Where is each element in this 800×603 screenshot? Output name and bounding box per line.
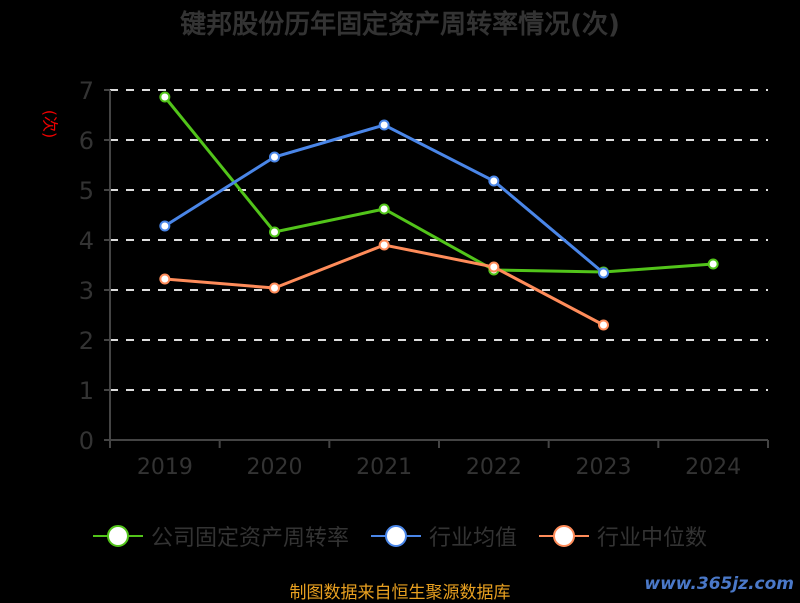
series-line	[164, 243, 605, 327]
legend-item[interactable]: 行业均值	[370, 520, 517, 552]
data-point	[159, 220, 171, 232]
watermark: www.365jz.com	[644, 574, 794, 594]
x-tick-label: 2022	[466, 455, 522, 480]
y-tick-label: 7	[79, 77, 94, 105]
y-tick-label: 5	[79, 177, 94, 205]
data-point	[159, 273, 171, 285]
y-tick-label: 2	[79, 327, 94, 355]
series-line	[163, 96, 714, 274]
legend-item[interactable]: 行业中位数	[539, 520, 707, 552]
legend: 公司固定资产周转率 行业均值 行业中位数	[0, 520, 800, 552]
legend-label: 公司固定资产周转率	[150, 526, 349, 551]
legend-marker-icon	[539, 525, 589, 547]
legend-item[interactable]: 公司固定资产周转率	[92, 520, 349, 552]
series-line	[164, 123, 605, 275]
data-point	[378, 119, 390, 131]
data-point	[707, 258, 719, 270]
data-point	[598, 319, 609, 331]
chart-title: 键邦股份历年固定资产周转率情况(次)	[180, 10, 620, 40]
data-point	[488, 261, 500, 273]
x-tick-label: 2023	[576, 455, 632, 480]
source-note: 制图数据来自恒生聚源数据库	[289, 583, 511, 603]
x-tick-label: 2024	[685, 455, 741, 480]
legend-label: 行业中位数	[597, 526, 708, 551]
data-point	[378, 239, 390, 251]
data-point	[269, 282, 280, 294]
data-point	[269, 226, 280, 238]
data-point	[488, 175, 500, 187]
y-tick-label: 1	[79, 377, 94, 405]
data-point	[598, 267, 609, 279]
y-tick-label: 0	[79, 427, 94, 455]
x-tick-label: 2021	[356, 455, 412, 480]
x-tick-label: 2020	[247, 455, 303, 480]
legend-marker-icon	[370, 525, 421, 547]
data-point	[159, 91, 171, 103]
data-point	[378, 203, 390, 215]
y-tick-label: 3	[79, 277, 94, 305]
legend-label: 行业均值	[428, 526, 517, 551]
data-point	[269, 151, 280, 163]
y-tick-label: 4	[79, 227, 94, 255]
legend-marker-icon	[92, 525, 143, 547]
y-tick-label: 6	[79, 127, 94, 155]
x-tick-label: 2019	[137, 455, 193, 480]
